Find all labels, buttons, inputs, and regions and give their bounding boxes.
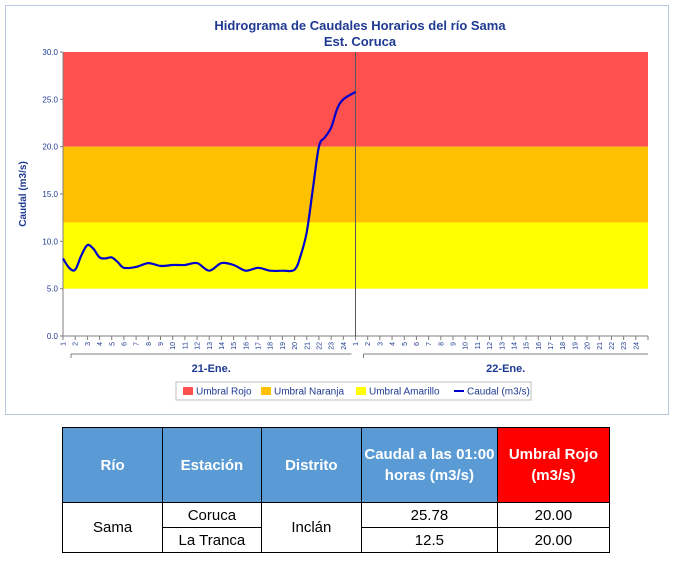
x-tick-label: 15 (231, 342, 238, 350)
series-line-caudal (62, 90, 357, 273)
table-header-row: Río Estación Distrito Caudal a las 01:00… (61, 427, 611, 503)
x-tick-label: 22 (316, 342, 323, 350)
chart-axes: 0.05.010.015.020.025.030.01 2 3 4 5 6 7 8 9 10 11 1… (42, 48, 649, 375)
x-tick-label: 12 (195, 342, 202, 350)
x-tick-label: 12 (487, 342, 494, 350)
cell-station: Coruca (162, 502, 262, 528)
table-row: Sama Coruca Inclán 25.78 20.00 (61, 502, 611, 553)
x-tick-label: 10 (463, 342, 470, 350)
x-tick-label: 1 (61, 342, 68, 346)
x-tick-label: 4 (97, 342, 104, 346)
y-tick-label: 25.0 (42, 95, 58, 104)
x-tick-label: 11 (475, 342, 482, 349)
x-tick-label: 24 (633, 342, 640, 350)
x-tick-label: 1 (353, 342, 360, 346)
cell-river: Sama (61, 502, 164, 553)
header-rio: Río (61, 427, 164, 503)
header-caudal: Caudal a las 01:00 horas (m3/s) (361, 427, 498, 503)
x-tick-label: 20 (585, 342, 592, 350)
x-tick-label: 13 (207, 342, 214, 350)
x-tick-label: 2 (73, 342, 80, 346)
y-axis-label: Caudal (m3/s) (18, 161, 29, 227)
x-tick-label: 5 (402, 342, 409, 346)
x-tick-label: 6 (121, 342, 128, 346)
cell-flow: 12.5 (361, 527, 498, 553)
x-tick-label: 16 (243, 342, 250, 350)
x-tick-label: 19 (572, 342, 579, 350)
x-tick-label: 16 (536, 342, 543, 350)
hydrograph-chart: Hidrograma de Caudales Horarios del río … (5, 5, 669, 415)
legend-swatch (183, 387, 193, 395)
cell-threshold: 20.00 (496, 527, 611, 553)
legend-label: Umbral Amarillo (369, 387, 440, 398)
x-tick-label: 4 (390, 342, 397, 346)
x-tick-label: 5 (109, 342, 116, 346)
cell-flow: 25.78 (361, 502, 498, 528)
x-tick-label: 7 (426, 342, 433, 346)
x-tick-label: 21 (304, 342, 311, 350)
x-tick-label: 18 (268, 342, 275, 350)
chart-subtitle: Est. Coruca (324, 34, 397, 49)
y-tick-label: 10.0 (42, 237, 58, 246)
y-tick-label: 0.0 (47, 332, 59, 341)
chart-svg: Hidrograma de Caudales Horarios del río … (18, 18, 649, 401)
x-tick-label: 9 (158, 342, 165, 346)
header-umbral-rojo: Umbral Rojo (m3/s) (496, 427, 611, 503)
x-tick-label: 17 (256, 342, 263, 350)
legend-label: Umbral Naranja (274, 387, 344, 398)
x-tick-label: 21 (597, 342, 604, 350)
legend-label: Umbral Rojo (196, 387, 252, 398)
y-tick-label: 15.0 (42, 190, 58, 199)
x-tick-label: 17 (548, 342, 555, 350)
x-tick-label: 24 (341, 342, 348, 350)
x-tick-label: 18 (560, 342, 567, 350)
x-tick-label: 14 (219, 342, 226, 350)
x-tick-label: 11 (182, 342, 189, 349)
cell-threshold: 20.00 (496, 502, 611, 528)
x-tick-label: 3 (377, 342, 384, 346)
x-tick-label: 23 (621, 342, 628, 350)
x-tick-label: 10 (170, 342, 177, 350)
table-row: La Tranca 12.5 20.00 (63, 527, 611, 553)
y-tick-label: 5.0 (47, 285, 59, 294)
x-tick-label: 23 (329, 342, 336, 350)
header-estacion: Estación (162, 427, 262, 503)
legend-swatch (261, 387, 271, 395)
x-tick-label: 3 (85, 342, 92, 346)
x-tick-label: 20 (292, 342, 299, 350)
chart-legend: Umbral Rojo Umbral Naranja Umbral Amarillo… (175, 381, 532, 401)
y-tick-label: 20.0 (42, 143, 58, 152)
x-tick-label: 13 (499, 342, 506, 350)
header-distrito: Distrito (260, 427, 363, 503)
cell-station: La Tranca (162, 527, 262, 553)
day-label: 22-Ene. (486, 363, 525, 375)
x-tick-label: 22 (609, 342, 616, 350)
x-tick-label: 9 (451, 342, 458, 346)
x-tick-label: 8 (438, 342, 445, 346)
chart-title: Hidrograma de Caudales Horarios del río … (214, 18, 506, 33)
x-tick-label: 7 (134, 342, 141, 346)
legend-swatch (356, 387, 366, 395)
cell-district: Inclán (260, 502, 363, 553)
x-tick-label: 15 (524, 342, 531, 350)
x-tick-label: 19 (280, 342, 287, 350)
x-tick-label: 6 (414, 342, 421, 346)
series-layer (62, 90, 357, 273)
x-tick-label: 14 (511, 342, 518, 350)
day-label: 21-Ene. (192, 363, 231, 375)
x-tick-label: 8 (146, 342, 153, 346)
flow-table: Río Estación Distrito Caudal a las 01:00… (61, 427, 611, 553)
x-tick-label: 2 (365, 342, 372, 346)
legend-box (175, 381, 532, 401)
y-tick-label: 30.0 (42, 48, 58, 57)
legend-label: Caudal (m3/s) (467, 387, 530, 398)
